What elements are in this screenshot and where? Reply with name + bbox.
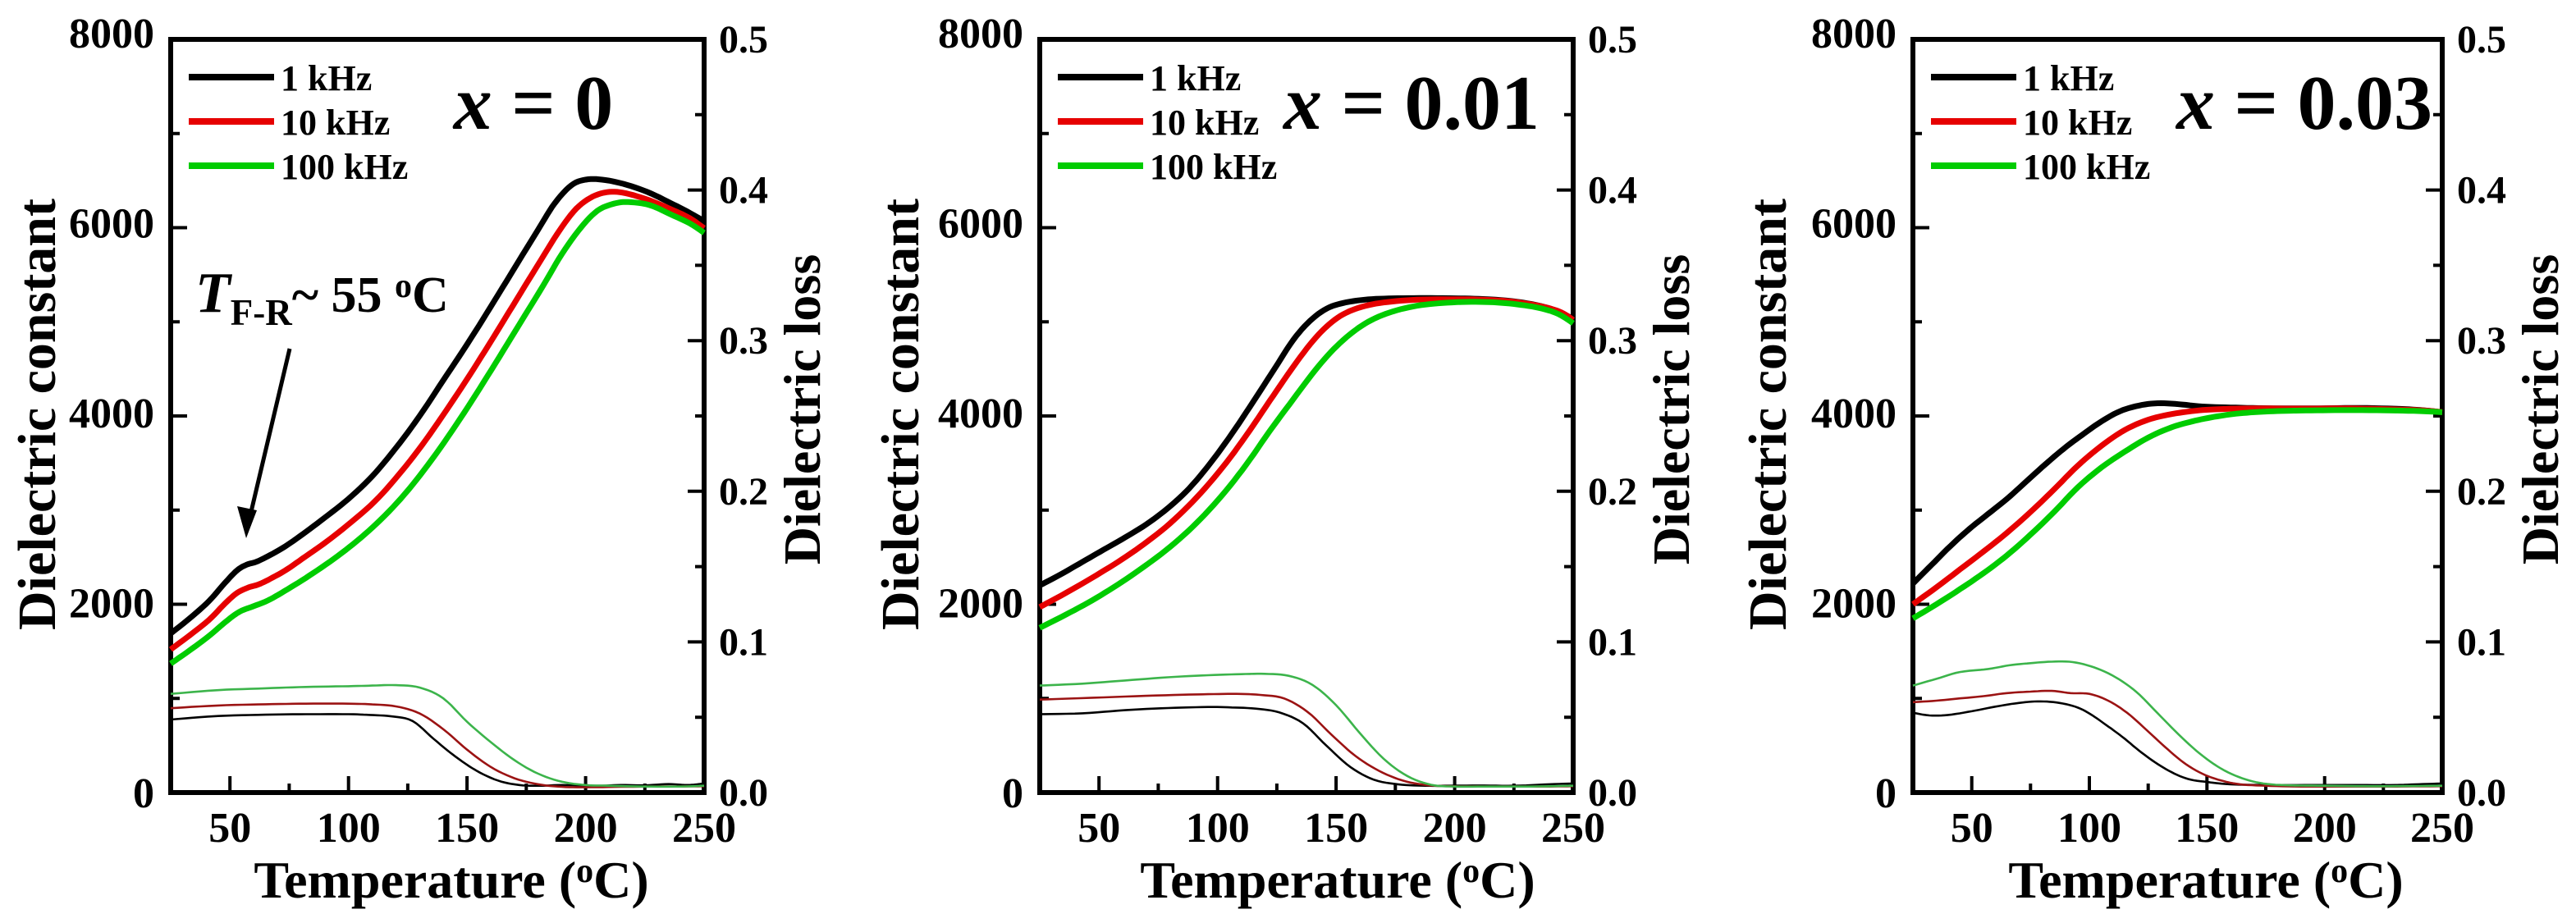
svg-text:0.0: 0.0	[2457, 771, 2506, 815]
svg-text:0.4: 0.4	[719, 169, 768, 212]
svg-text:1 kHz: 1 kHz	[1150, 58, 1241, 98]
svg-text:0.2: 0.2	[1588, 470, 1637, 514]
svg-text:x = 0: x = 0	[452, 61, 614, 146]
svg-text:8000: 8000	[69, 11, 154, 57]
svg-text:0.1: 0.1	[719, 620, 768, 664]
svg-text:Dielectric loss: Dielectric loss	[773, 254, 831, 565]
svg-text:0.1: 0.1	[1588, 620, 1637, 664]
svg-text:100: 100	[2057, 805, 2121, 852]
svg-text:150: 150	[435, 805, 499, 852]
svg-text:6000: 6000	[938, 201, 1023, 248]
svg-text:2000: 2000	[938, 581, 1023, 628]
svg-text:100 kHz: 100 kHz	[2023, 147, 2150, 187]
svg-text:10 kHz: 10 kHz	[2023, 103, 2132, 143]
svg-text:6000: 6000	[69, 201, 154, 248]
svg-text:50: 50	[208, 805, 251, 852]
svg-text:4000: 4000	[1811, 391, 1897, 437]
svg-text:TF-R~ 55 oC: TF-R~ 55 oC	[195, 262, 449, 333]
svg-text:Dielectric constant: Dielectric constant	[7, 199, 67, 630]
svg-text:10 kHz: 10 kHz	[281, 103, 390, 143]
svg-text:0: 0	[1002, 770, 1023, 817]
svg-text:200: 200	[1423, 805, 1487, 852]
svg-text:0: 0	[1875, 770, 1897, 817]
svg-text:0.2: 0.2	[719, 470, 768, 514]
svg-text:0.5: 0.5	[1588, 18, 1637, 62]
svg-text:8000: 8000	[938, 11, 1023, 57]
svg-text:Dielectric loss: Dielectric loss	[2511, 254, 2569, 565]
svg-text:0.2: 0.2	[2457, 470, 2506, 514]
svg-text:100 kHz: 100 kHz	[281, 147, 408, 187]
svg-text:0.1: 0.1	[2457, 620, 2506, 664]
svg-text:0.3: 0.3	[719, 319, 768, 363]
svg-text:100: 100	[317, 805, 381, 852]
svg-text:0.5: 0.5	[2457, 18, 2506, 62]
svg-text:10 kHz: 10 kHz	[1150, 103, 1259, 143]
svg-text:50: 50	[1951, 805, 1993, 852]
svg-text:x = 0.01: x = 0.01	[1282, 61, 1540, 146]
svg-text:0.4: 0.4	[2457, 169, 2506, 212]
svg-text:0.0: 0.0	[719, 771, 768, 815]
svg-text:Dielectric constant: Dielectric constant	[871, 199, 931, 630]
svg-text:50: 50	[1078, 805, 1120, 852]
svg-text:Dielectric loss: Dielectric loss	[1642, 254, 1700, 565]
svg-text:100: 100	[1186, 805, 1250, 852]
svg-text:x = 0.03: x = 0.03	[2175, 61, 2432, 146]
svg-text:4000: 4000	[938, 391, 1023, 437]
svg-text:100 kHz: 100 kHz	[1150, 147, 1277, 187]
svg-text:0.0: 0.0	[1588, 771, 1637, 815]
svg-text:250: 250	[672, 805, 736, 852]
svg-text:0.3: 0.3	[1588, 319, 1637, 363]
svg-text:200: 200	[554, 805, 618, 852]
svg-text:250: 250	[1541, 805, 1605, 852]
svg-text:0.3: 0.3	[2457, 319, 2506, 363]
svg-text:2000: 2000	[1811, 581, 1897, 628]
svg-text:0.5: 0.5	[719, 18, 768, 62]
svg-text:150: 150	[1304, 805, 1368, 852]
svg-text:1 kHz: 1 kHz	[2023, 58, 2114, 98]
svg-text:8000: 8000	[1811, 11, 1897, 57]
svg-text:200: 200	[2293, 805, 2357, 852]
svg-text:4000: 4000	[69, 391, 154, 437]
svg-text:150: 150	[2175, 805, 2239, 852]
svg-text:Dielectric constant: Dielectric constant	[1738, 199, 1798, 630]
svg-text:1 kHz: 1 kHz	[281, 58, 372, 98]
svg-text:0: 0	[133, 770, 154, 817]
svg-text:2000: 2000	[69, 581, 154, 628]
svg-text:250: 250	[2410, 805, 2474, 852]
svg-text:0.4: 0.4	[1588, 169, 1637, 212]
svg-text:6000: 6000	[1811, 201, 1897, 248]
